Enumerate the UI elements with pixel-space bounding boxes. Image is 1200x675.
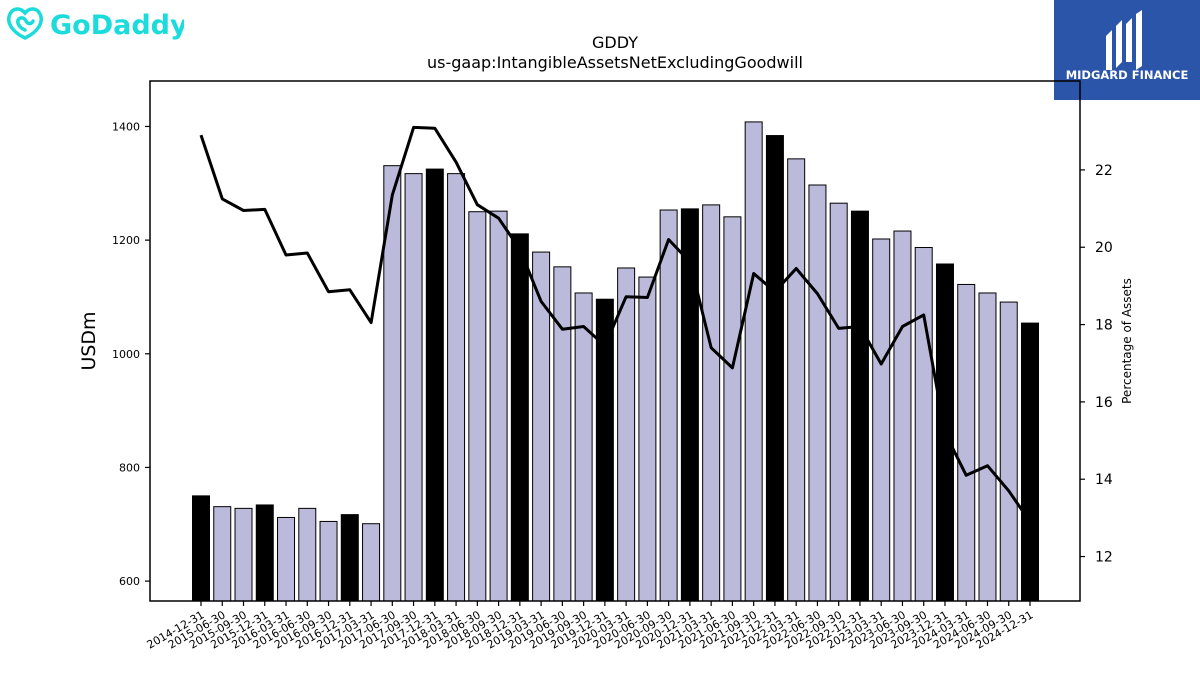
bar-2016-09-30	[319, 520, 338, 602]
chart-subtitle: us-gaap:IntangibleAssetsNetExcludingGood…	[427, 53, 803, 72]
x-axis: 2014-12-312015-06-302015-09-302015-12-31…	[145, 601, 1036, 652]
bar-2021-03-31	[702, 204, 721, 602]
bar-2021-06-30	[723, 216, 742, 602]
bar-2019-03-31	[532, 251, 551, 602]
bar-2023-09-30	[914, 247, 933, 602]
y-tick-label: 1400	[112, 120, 140, 133]
midgard-logo-text: MIDGARD FINANCE	[1065, 68, 1189, 82]
bar-2020-03-31	[617, 267, 636, 602]
plot-frame	[149, 80, 1081, 602]
bar-2014-12-31	[192, 495, 210, 602]
bar-2022-12-31	[850, 210, 869, 602]
y-axis-right: 12 14 16 18 20 22	[1080, 163, 1113, 566]
midgard-finance-logo: MIDGARD FINANCE	[1054, 0, 1200, 100]
bar-2017-03-31	[362, 523, 381, 602]
bar-2019-06-30	[553, 266, 572, 602]
bar-2017-12-31	[425, 168, 444, 602]
bar-2023-06-30	[893, 230, 912, 602]
bar-2024-06-30	[978, 292, 997, 602]
bar-2015-06-30	[213, 506, 232, 602]
bar-2018-12-31	[510, 233, 529, 602]
bar-2024-03-31	[957, 283, 976, 602]
bar-2022-06-30	[808, 184, 827, 602]
bar-2020-06-30	[638, 276, 657, 602]
chart-title: GDDY	[592, 33, 638, 52]
y-tick-label: 1000	[112, 348, 140, 361]
bar-2016-06-30	[298, 507, 317, 602]
bar-series	[192, 121, 1039, 602]
bar-2024-09-30	[999, 301, 1018, 602]
bar-2016-03-31	[277, 516, 296, 602]
godaddy-heart-icon	[7, 7, 43, 40]
godaddy-logo-text: GoDaddy	[50, 10, 184, 41]
y2-tick-label: 14	[1095, 472, 1113, 488]
y-tick-label: 1200	[112, 234, 140, 247]
bar-2018-03-31	[447, 173, 466, 602]
y2-tick-label: 16	[1095, 395, 1113, 411]
bar-2024-12-31	[1021, 322, 1039, 602]
y-tick-label: 600	[119, 575, 140, 588]
bar-2022-03-31	[787, 158, 806, 602]
bar-2020-09-30	[659, 209, 678, 602]
y2-tick-label: 22	[1095, 163, 1113, 179]
bar-2015-12-31	[255, 504, 274, 602]
godaddy-logo: GoDaddy	[7, 7, 184, 41]
y2-tick-label: 18	[1095, 318, 1113, 334]
bar-2018-06-30	[468, 211, 487, 602]
bar-2017-09-30	[404, 173, 423, 602]
bar-2021-09-30	[744, 121, 763, 602]
midgard-emblem-icon	[1106, 10, 1142, 70]
bar-2018-09-30	[489, 210, 508, 602]
y2-tick-label: 20	[1095, 240, 1113, 256]
bar-2022-09-30	[829, 202, 848, 602]
bar-2015-09-30	[234, 507, 253, 602]
bar-2016-12-31	[340, 514, 359, 602]
y-axis-left: 600 800 1000 1200 1400	[112, 120, 150, 588]
y-tick-label: 800	[119, 461, 140, 474]
y-axis-label: USDm	[78, 311, 100, 370]
line-series	[199, 125, 1032, 523]
bar-2021-12-31	[765, 135, 784, 602]
y2-axis-label: Percentage of Assets	[1120, 278, 1134, 404]
y2-tick-label: 12	[1095, 550, 1113, 566]
percentage-line	[199, 125, 1032, 523]
bar-2023-03-31	[872, 238, 891, 602]
bar-2019-09-30	[574, 292, 593, 602]
